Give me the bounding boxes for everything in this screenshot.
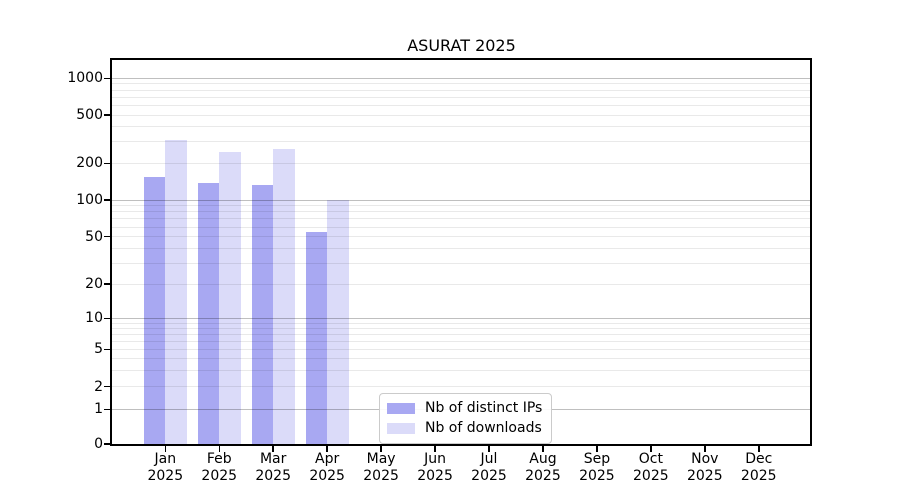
y-tick-label: 50: [85, 228, 103, 245]
x-tick-label-apr: Apr 2025: [309, 451, 345, 484]
x-tick: [164, 446, 167, 452]
gridline-minor: [112, 162, 810, 164]
x-tick: [326, 446, 328, 452]
legend-item-distinct-ips: Nb of distinct IPs: [387, 398, 542, 418]
y-tick-label: 200: [76, 155, 103, 172]
y-tick-label: 1000: [67, 70, 103, 87]
x-tick: [650, 446, 652, 452]
gridline-minor: [112, 205, 810, 207]
y-tick-label: 100: [76, 192, 103, 208]
x-tick-label-dec: Dec 2025: [740, 451, 777, 484]
plot-area: [110, 58, 812, 446]
y-tick-label: 1: [94, 401, 103, 418]
x-tick: [218, 446, 220, 452]
legend-label-downloads: Nb of downloads: [425, 420, 542, 436]
gridline-minor: [112, 218, 810, 220]
legend: Nb of distinct IPs Nb of downloads: [379, 393, 553, 444]
gridline-minor: [112, 236, 810, 238]
legend-item-downloads: Nb of downloads: [387, 418, 542, 438]
gridline-major: [112, 77, 810, 79]
chart-title: ASURAT 2025: [407, 36, 516, 55]
y-tick: [104, 317, 110, 320]
x-tick: [704, 446, 706, 452]
y-tick: [104, 283, 110, 285]
y-tick-label: 10: [85, 310, 103, 327]
legend-label-distinct-ips: Nb of distinct IPs: [425, 400, 543, 416]
gridline-minor: [112, 89, 810, 91]
x-tick: [272, 446, 274, 452]
gridline-minor: [112, 322, 810, 324]
gridline-minor: [112, 333, 810, 335]
gridline-minor: [112, 262, 810, 264]
x-tick-label-feb: Feb 2025: [201, 451, 238, 484]
gridline-minor: [112, 340, 810, 342]
y-tick-label: 5: [94, 341, 103, 358]
gridline-minor: [112, 357, 810, 359]
gridline-minor: [112, 226, 810, 228]
x-tick-label-nov: Nov 2025: [686, 451, 723, 484]
legend-swatch-distinct-ips: [387, 402, 415, 414]
y-tick-label: 2: [94, 378, 103, 395]
x-tick: [542, 446, 544, 452]
x-tick: [488, 446, 490, 452]
y-tick: [104, 235, 110, 238]
gridline-minor: [112, 141, 810, 143]
legend-swatch-downloads: [387, 422, 415, 434]
bar-downloads-mar: [273, 149, 295, 444]
gridline-minor: [112, 211, 810, 213]
gridline-minor: [112, 386, 810, 388]
x-tick-label-may: May 2025: [363, 451, 399, 484]
y-tick: [104, 77, 110, 80]
y-tick-label: 20: [85, 276, 103, 292]
gridline-minor: [112, 96, 810, 98]
y-tick-label: 500: [76, 107, 103, 123]
bar-distinct-ips-apr: [305, 231, 328, 444]
gridline-minor: [112, 247, 810, 249]
y-tick: [104, 199, 110, 201]
x-tick-label-oct: Oct 2025: [633, 451, 669, 484]
bar-distinct-ips-feb: [197, 182, 220, 444]
bar-distinct-ips-jan: [143, 176, 166, 444]
x-tick-label-mar: Mar 2025: [255, 451, 291, 484]
x-tick-label-jun: Jun 2025: [417, 451, 453, 484]
gridline-minor: [112, 83, 810, 85]
x-tick: [596, 446, 598, 452]
bar-downloads-jan: [165, 140, 187, 444]
gridline-minor: [112, 327, 810, 329]
gridline-minor: [112, 283, 810, 285]
x-tick: [758, 446, 760, 452]
x-tick-label-sep: Sep 2025: [579, 451, 615, 484]
bar-downloads-apr: [327, 200, 349, 444]
x-tick: [434, 446, 436, 452]
y-tick: [104, 162, 110, 165]
gridline-minor: [112, 126, 810, 128]
gridline-minor: [112, 104, 810, 106]
x-tick-label-jul: Jul 2025: [471, 451, 507, 484]
y-tick: [104, 408, 110, 411]
gridline-minor: [112, 369, 810, 371]
bar-distinct-ips-mar: [251, 184, 274, 444]
x-tick-label-jan: Jan 2025: [147, 451, 184, 484]
y-tick: [104, 443, 110, 445]
y-tick: [104, 114, 110, 116]
gridline-major: [112, 199, 810, 201]
y-tick: [104, 385, 110, 388]
bar-downloads-feb: [219, 151, 241, 444]
gridline-minor: [112, 348, 810, 350]
y-tick-label: 0: [94, 436, 103, 452]
gridline-minor: [112, 114, 810, 116]
y-tick: [104, 348, 110, 351]
x-tick: [380, 446, 382, 452]
x-tick-label-aug: Aug 2025: [525, 451, 561, 484]
gridline-major: [112, 317, 810, 319]
